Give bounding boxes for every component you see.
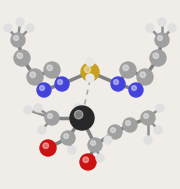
Circle shape: [48, 114, 53, 119]
Circle shape: [30, 72, 36, 77]
Circle shape: [61, 131, 75, 145]
Circle shape: [126, 121, 130, 125]
Circle shape: [111, 128, 116, 132]
Circle shape: [38, 126, 46, 134]
Circle shape: [91, 141, 96, 146]
Circle shape: [24, 106, 32, 114]
Circle shape: [146, 24, 154, 32]
Circle shape: [81, 63, 99, 81]
Circle shape: [4, 24, 12, 32]
Circle shape: [155, 33, 169, 47]
Circle shape: [83, 157, 89, 163]
Circle shape: [43, 143, 49, 149]
Circle shape: [11, 33, 25, 47]
Circle shape: [47, 65, 53, 70]
Circle shape: [75, 110, 83, 119]
Circle shape: [108, 125, 122, 139]
Circle shape: [34, 104, 42, 112]
Circle shape: [40, 86, 44, 91]
Circle shape: [27, 69, 43, 85]
Circle shape: [58, 80, 62, 84]
Circle shape: [156, 104, 164, 112]
Circle shape: [129, 83, 143, 97]
Circle shape: [111, 77, 125, 91]
Circle shape: [45, 111, 59, 125]
Circle shape: [137, 69, 153, 85]
Circle shape: [40, 140, 56, 156]
Circle shape: [55, 77, 69, 91]
Circle shape: [96, 154, 104, 162]
Circle shape: [64, 134, 69, 139]
Circle shape: [168, 24, 176, 32]
Circle shape: [44, 62, 60, 78]
Circle shape: [16, 18, 24, 26]
Circle shape: [132, 86, 136, 91]
Circle shape: [114, 80, 118, 84]
Circle shape: [74, 104, 82, 112]
Circle shape: [150, 50, 166, 66]
Circle shape: [144, 136, 152, 144]
Circle shape: [123, 118, 137, 132]
Circle shape: [120, 62, 136, 78]
Circle shape: [154, 126, 162, 134]
Circle shape: [14, 36, 19, 40]
Circle shape: [141, 111, 155, 125]
Circle shape: [144, 114, 148, 119]
Circle shape: [17, 53, 22, 59]
Circle shape: [153, 53, 159, 59]
Circle shape: [140, 72, 146, 77]
Circle shape: [80, 154, 96, 170]
Circle shape: [84, 66, 91, 73]
Circle shape: [37, 83, 51, 97]
Circle shape: [158, 18, 166, 26]
Circle shape: [70, 106, 94, 130]
Circle shape: [26, 24, 34, 32]
Circle shape: [123, 65, 129, 70]
Circle shape: [68, 146, 76, 154]
Circle shape: [88, 138, 102, 152]
Circle shape: [14, 50, 30, 66]
Circle shape: [86, 74, 94, 82]
Circle shape: [104, 136, 112, 144]
Circle shape: [86, 58, 94, 66]
Circle shape: [158, 36, 163, 40]
